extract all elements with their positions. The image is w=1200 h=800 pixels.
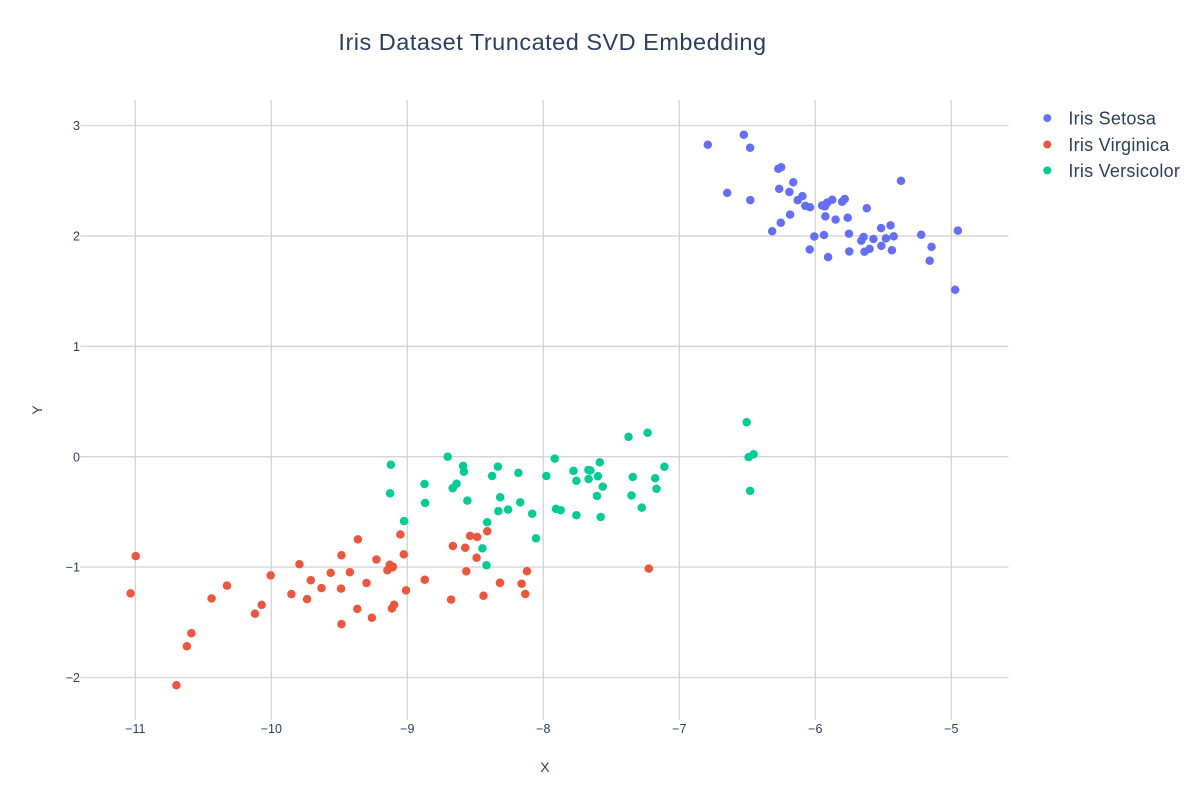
svg-text:−7: −7: [672, 722, 686, 736]
svg-text:Iris Versicolor: Iris Versicolor: [1068, 161, 1180, 181]
svg-text:−1: −1: [66, 561, 80, 575]
svg-text:Y: Y: [29, 405, 45, 415]
svg-text:Iris Dataset Truncated SVD Emb: Iris Dataset Truncated SVD Embedding: [338, 29, 766, 55]
svg-text:X: X: [540, 759, 550, 775]
svg-text:−8: −8: [536, 722, 550, 736]
svg-text:1: 1: [73, 340, 80, 354]
svg-text:Iris Virginica: Iris Virginica: [1068, 135, 1170, 155]
svg-text:0: 0: [73, 450, 80, 464]
svg-text:−9: −9: [400, 722, 414, 736]
svg-text:2: 2: [73, 230, 80, 244]
svg-text:−2: −2: [66, 671, 80, 685]
svg-text:3: 3: [73, 119, 80, 133]
svg-text:−11: −11: [125, 722, 145, 736]
svg-text:−10: −10: [261, 722, 282, 736]
svg-text:−6: −6: [808, 722, 822, 736]
svg-text:−5: −5: [944, 722, 958, 736]
svg-text:Iris Setosa: Iris Setosa: [1068, 109, 1157, 129]
